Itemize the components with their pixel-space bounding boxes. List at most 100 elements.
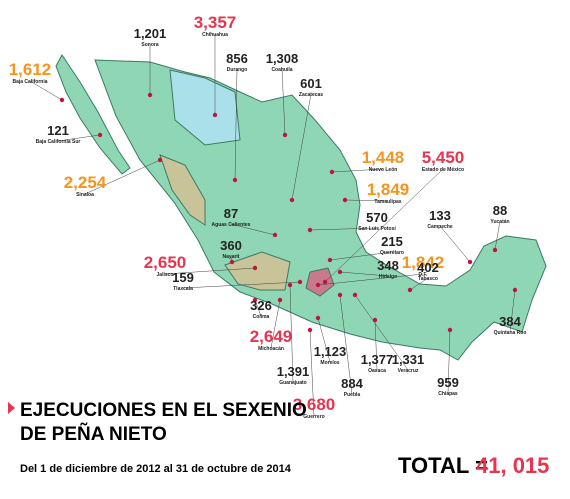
state-dot — [329, 169, 335, 175]
state-value: 121 — [47, 123, 69, 138]
state-name: Campeche — [427, 224, 453, 230]
state-dot — [337, 269, 343, 275]
state-value: 601 — [300, 76, 322, 91]
total-value: 41, 015 — [476, 453, 549, 478]
state-value: 326 — [250, 298, 272, 313]
leader-line — [281, 68, 286, 136]
state-name: Sonora — [141, 42, 158, 48]
leader-line — [291, 93, 312, 201]
state-name: Veracruz — [398, 368, 419, 374]
state-name: Guanajuato — [279, 380, 307, 386]
leader-line — [409, 277, 429, 291]
leader-line — [317, 273, 424, 286]
leader-line — [317, 317, 331, 363]
state-name: Morelos — [320, 360, 339, 366]
state-dot — [352, 292, 358, 298]
title-line: DE PEÑA NIETO — [20, 423, 167, 445]
state-name: Baja California Sur — [36, 139, 81, 145]
leader-line — [354, 294, 409, 371]
state-name: Zacatecas — [299, 92, 323, 98]
state-value: 959 — [437, 375, 459, 390]
state-name: Guerrero — [303, 414, 324, 420]
state-value: 884 — [341, 376, 363, 391]
state-dot — [277, 297, 283, 303]
leader-line — [374, 319, 378, 371]
country-shape — [55, 54, 547, 361]
leader-line — [84, 159, 161, 195]
state-name: Quintana Roo — [494, 330, 527, 336]
state-value: 1,849 — [367, 180, 410, 199]
subtitle: Del 1 de diciembre de 2012 al 31 de octu… — [20, 463, 292, 475]
leader-line — [494, 220, 501, 251]
state-name: Hidalgo — [379, 274, 397, 280]
leader-line — [439, 225, 471, 263]
state-value: 1,201 — [134, 26, 167, 41]
leader-line — [447, 329, 451, 394]
state-dot — [59, 97, 65, 103]
state-dot — [327, 257, 333, 263]
state-name: San Luis Potosí — [358, 226, 396, 232]
state-name: Querétaro — [380, 250, 404, 256]
state-dot — [467, 259, 473, 265]
chihuahua-shape — [169, 69, 241, 146]
state-dot — [282, 132, 288, 138]
title-arrow — [8, 402, 15, 414]
state-dot — [307, 227, 313, 233]
leader-line — [57, 134, 101, 142]
state-dot — [157, 157, 163, 163]
state-name: Sinaloa — [76, 192, 94, 198]
state-name: Tabasco — [418, 276, 438, 282]
leader-line — [344, 199, 389, 202]
state-dot — [315, 282, 321, 288]
mainland — [94, 59, 547, 361]
state-name: Estado de México — [422, 167, 464, 173]
state-value: 360 — [220, 238, 242, 253]
state-dot — [342, 197, 348, 203]
state-name: Aguas Calientes — [212, 222, 251, 228]
mexico-state-shape — [305, 267, 335, 297]
state-dot — [232, 177, 238, 183]
leader-line — [234, 68, 238, 181]
leader-line — [309, 329, 315, 417]
state-dot — [307, 327, 313, 333]
state-name: Nuevo León — [369, 167, 398, 173]
state-dot — [272, 232, 278, 238]
state-dot — [147, 92, 153, 98]
state-dot — [229, 259, 235, 265]
state-dot — [289, 197, 295, 203]
state-value: 2,650 — [144, 253, 187, 272]
leader-line — [309, 227, 378, 231]
state-dot — [372, 317, 378, 323]
leader-line — [339, 271, 389, 277]
state-value: 856 — [226, 51, 248, 66]
state-name: Michoacán — [258, 346, 284, 352]
state-dot — [297, 279, 303, 285]
state-dot — [252, 265, 258, 271]
state-name: Jalisco — [157, 272, 174, 278]
state-value: 159 — [172, 270, 194, 285]
leader-line — [329, 251, 393, 261]
state-value: 87 — [224, 206, 238, 221]
state-value: 3,680 — [293, 395, 336, 414]
leader-line — [164, 267, 256, 275]
state-dot — [492, 247, 498, 253]
state-value: 133 — [429, 208, 451, 223]
state-name: D.F. — [419, 272, 429, 278]
state-name: Yucatán — [490, 219, 509, 225]
state-dot — [252, 297, 258, 303]
state-dot — [97, 132, 103, 138]
state-value: 1,842 — [402, 253, 445, 272]
state-dot — [512, 287, 518, 293]
state-name: Baja California — [12, 79, 47, 85]
state-name: Chihuahua — [202, 32, 228, 38]
state-value: 2,254 — [64, 173, 107, 192]
leader-line — [254, 299, 262, 317]
state-dot — [322, 279, 328, 285]
state-name: Colima — [253, 314, 270, 320]
state-name: Tlaxcala — [173, 286, 193, 292]
state-value: 2,649 — [250, 327, 293, 346]
state-value: 1,377 — [361, 352, 394, 367]
leader-line — [230, 223, 276, 236]
state-value: 1,391 — [277, 364, 310, 379]
